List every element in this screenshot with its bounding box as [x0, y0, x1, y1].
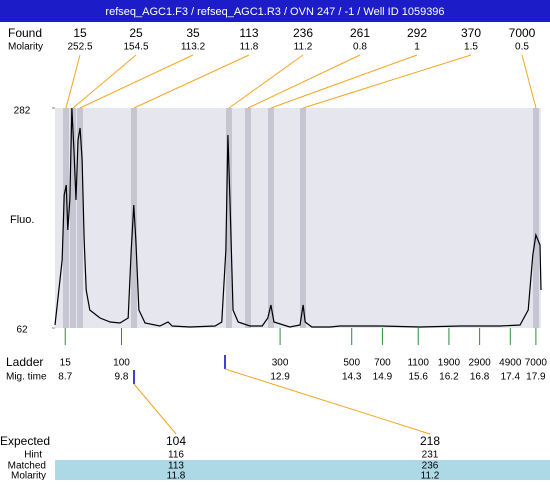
y-tick-label: 62: [16, 325, 28, 336]
ladder-time: 14.9: [373, 372, 393, 383]
matched-value: 236: [422, 461, 439, 472]
found-molarity: 113.2: [181, 42, 206, 53]
peak-band: [533, 108, 539, 328]
ladder-size: 2900: [468, 358, 491, 369]
ladder-size: 1900: [438, 358, 461, 369]
found-size: 261: [350, 26, 370, 40]
found-label: Found: [8, 26, 42, 40]
ladder-size: 700: [374, 358, 391, 369]
peak-band: [268, 108, 274, 328]
ladder-time: 15.6: [408, 372, 428, 383]
ladder-time: 16.2: [439, 372, 459, 383]
ladder-size: 15: [60, 358, 72, 369]
molarity-label: Molarity: [8, 42, 43, 53]
ladder-label: Ladder: [6, 355, 43, 369]
ladder-size: 300: [272, 358, 289, 369]
found-size: 15: [73, 26, 87, 40]
mig-label: Mig. time: [6, 372, 47, 383]
peak-band: [77, 108, 83, 328]
matched-row-bg: [55, 460, 550, 472]
hint-value: 116: [168, 450, 184, 461]
peak-band: [70, 108, 76, 328]
chart-title: refseq_AGC1.F3 / refseq_AGC1.R3 / OVN 24…: [105, 6, 444, 18]
y-axis-label: Fluo.: [10, 214, 34, 226]
molarity-value: 11.2: [421, 471, 440, 480]
found-size: 370: [461, 26, 481, 40]
peak-band: [300, 108, 306, 328]
leader-line: [79, 54, 194, 109]
leader-line: [133, 54, 250, 109]
molarity-value: 11.8: [167, 471, 186, 480]
leader-line: [521, 54, 537, 109]
found-molarity: 154.5: [123, 42, 148, 53]
hint-value: 231: [422, 450, 439, 461]
peak-band: [63, 108, 69, 328]
found-size: 236: [293, 26, 313, 40]
ladder-time: 8.7: [58, 372, 72, 383]
found-size: 7000: [509, 26, 536, 40]
ladder-time: 12.9: [270, 372, 290, 383]
ladder-time: 16.8: [470, 372, 490, 383]
found-size: 35: [186, 26, 200, 40]
leader-line: [247, 54, 361, 109]
ladder-size: 100: [113, 358, 130, 369]
ladder-time: 17.4: [501, 372, 521, 383]
matched-label: Matched: [8, 461, 46, 472]
leader-line: [270, 54, 418, 109]
plot-area: [55, 108, 541, 328]
found-size: 113: [239, 26, 258, 40]
ladder-size: 1100: [407, 358, 429, 369]
ladder-size: 7000: [525, 358, 548, 369]
found-molarity: 11.2: [294, 42, 313, 53]
found-molarity: 11.8: [240, 42, 259, 53]
leader-line: [65, 54, 81, 109]
peak-band: [245, 108, 251, 328]
expected-leader: [224, 368, 431, 435]
found-molarity: 252.5: [67, 42, 92, 53]
expected-leader: [133, 383, 177, 435]
found-molarity: 0.5: [515, 42, 529, 53]
ladder-time: 14.3: [342, 372, 362, 383]
ladder-time: 9.8: [115, 372, 129, 383]
found-molarity: 0.8: [353, 42, 367, 53]
table-molarity-label: Molarity: [11, 471, 46, 480]
leader-line: [228, 54, 304, 109]
ladder-size: 4900: [499, 358, 522, 369]
ladder-size: 500: [343, 358, 360, 369]
molarity-row-bg: [55, 472, 550, 480]
peak-band: [226, 108, 232, 328]
trace: [54, 107, 542, 328]
found-size: 292: [407, 26, 427, 40]
ladder-time: 17.9: [526, 372, 546, 383]
expected-value: 218: [420, 434, 440, 448]
found-molarity: 1: [414, 42, 420, 53]
leader-line: [72, 54, 137, 109]
title-bar: [0, 0, 550, 22]
matched-value: 113: [168, 461, 184, 472]
expected-label: Expected: [0, 434, 50, 448]
leader-line: [302, 54, 472, 109]
y-tick-label: 282: [14, 106, 31, 117]
found-molarity: 1.5: [464, 42, 478, 53]
found-size: 25: [129, 26, 143, 40]
hint-label: Hint: [24, 450, 42, 461]
expected-value: 104: [166, 434, 186, 448]
